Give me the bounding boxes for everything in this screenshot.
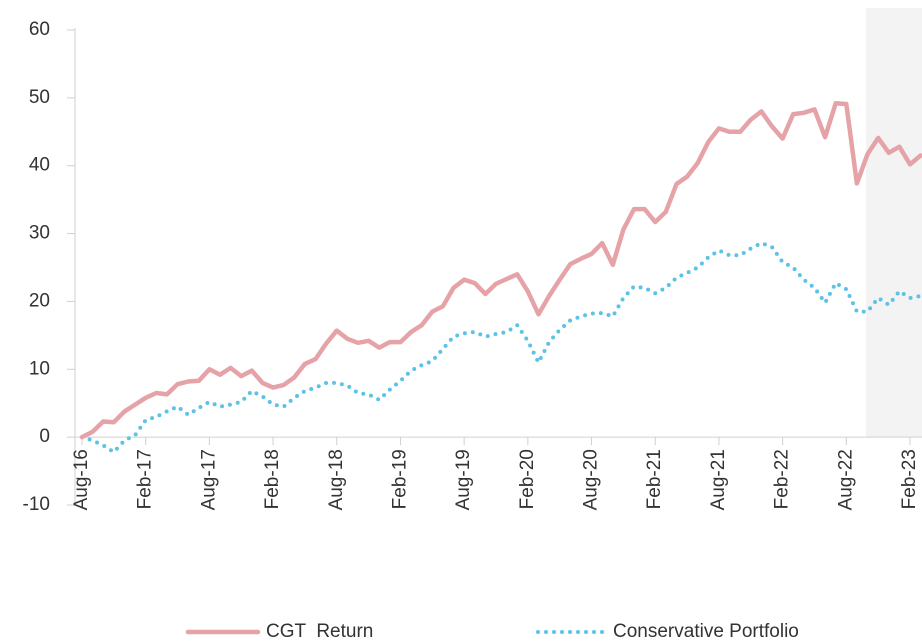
series-line [79, 101, 922, 440]
x-tick-label: Aug-21 [708, 449, 729, 510]
x-tick-label: Aug-19 [453, 449, 474, 510]
x-tick-label: Feb-20 [517, 449, 538, 509]
x-tick-label: Feb-17 [135, 449, 156, 509]
x-tick-label: Feb-23 [899, 449, 920, 509]
y-tick-label: 60 [29, 19, 50, 40]
y-tick-label: 30 [29, 223, 50, 244]
y-tick-label: 50 [29, 87, 50, 108]
x-tick-label: Feb-19 [389, 449, 410, 509]
x-tick-label: Aug-16 [71, 449, 92, 510]
x-tick-label: Aug-20 [581, 449, 602, 510]
y-tick-label: 20 [29, 290, 50, 311]
series-line [80, 241, 922, 455]
y-tick-label: -10 [23, 494, 50, 515]
x-tick-label: Aug-22 [835, 449, 856, 510]
legend-label: CGT Return [266, 621, 373, 642]
x-tick-label: Aug-18 [326, 449, 347, 510]
y-tick-label: 0 [39, 426, 50, 447]
x-tick-label: Feb-21 [644, 449, 665, 509]
x-tick-label: Feb-22 [772, 449, 793, 509]
legend-label: Conservative Portfolio [613, 621, 799, 642]
x-tick-label: Feb-18 [262, 449, 283, 509]
x-tick-label: Aug-17 [198, 449, 219, 510]
highlight-band [866, 8, 922, 437]
y-tick-label: 10 [29, 358, 50, 379]
y-tick-label: 40 [29, 155, 50, 176]
